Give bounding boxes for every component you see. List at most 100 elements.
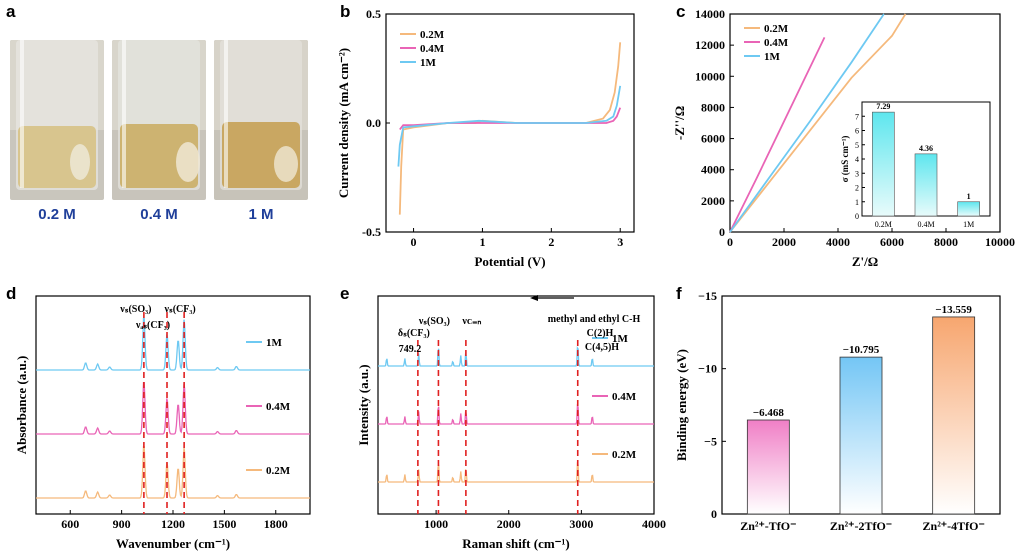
panel-letter-a: a — [6, 2, 16, 21]
chart-b-xtick-label: 2 — [548, 235, 554, 249]
panel-letter-c: c — [676, 2, 686, 21]
chart-d-annotation: νₐₛ(CF₃) — [135, 320, 170, 331]
chart-c-ytick-label: 10000 — [695, 69, 725, 83]
vial-label-1: 0.4 M — [140, 206, 178, 223]
chart-e-xtick-label: 4000 — [642, 517, 666, 531]
chart-c-xtick-label: 2000 — [772, 235, 796, 249]
chart-f-ytick-label: 0 — [711, 507, 717, 521]
chart-e-annotation: δₛ(CF₃) — [398, 328, 430, 339]
panel-letter-d: d — [6, 284, 17, 303]
chart-f-ytick-label: −10 — [698, 362, 717, 376]
chart-f-bar — [839, 356, 883, 515]
chart-d-legend-label: 1M — [266, 337, 283, 349]
chart-e-xtick-label: 1000 — [424, 517, 448, 531]
chart-d-annotation: νₛ(CF₃) — [164, 304, 196, 315]
chart-b-legend-label: 1M — [420, 57, 437, 69]
chart-b-xlabel: Potential (V) — [474, 254, 545, 269]
chart-d-xlabel: Wavenumber (cm⁻¹) — [116, 536, 230, 551]
chart-d-ylabel: Absorbance (a.u.) — [14, 356, 29, 455]
chart-e-series-0.2M — [378, 462, 654, 483]
panel-letter-b: b — [340, 2, 351, 21]
chart-c-inset-value-label: 4.36 — [919, 144, 933, 153]
chart-c-inset-ylabel: σ (mS cm⁻¹) — [840, 136, 850, 183]
chart-b-xtick-label: 3 — [617, 235, 623, 249]
chart-e-frame — [377, 295, 655, 515]
chart-e-annotation: C(4,5)H — [585, 342, 619, 353]
chart-e-annotation: νₛ(SO₃) — [418, 316, 450, 327]
chart-f-ytick-label: −15 — [698, 289, 717, 303]
chart-c-series-0.2M — [729, 13, 907, 233]
chart-c-xlabel: Z'/Ω — [852, 254, 878, 269]
vial-label-2: 1 M — [248, 206, 274, 223]
chart-c-inset-ytick-label: 1 — [855, 198, 859, 207]
chart-d-xtick-label: 900 — [113, 517, 131, 531]
vial-photo-2 — [214, 40, 308, 200]
chart-c-ytick-label: 2000 — [701, 194, 725, 208]
chart-c-inset-ytick-label: 0 — [855, 212, 859, 221]
chart-c-inset-ytick-label: 2 — [855, 184, 859, 193]
chart-c-series-1M — [729, 13, 885, 233]
chart-c-inset-ytick-label: 5 — [855, 141, 859, 150]
chart-c-inset-ytick-label: 6 — [855, 127, 859, 136]
chart-e-series-0.4M — [378, 404, 654, 425]
chart-e-xtick-label: 2000 — [497, 517, 521, 531]
chart-f-value-label: −13.559 — [935, 304, 972, 316]
chart-f-category-label: Zn²⁺-4TfO⁻ — [923, 519, 985, 533]
chart-f-category-label: Zn²⁺-2TfO⁻ — [830, 519, 892, 533]
chart-d-xtick-label: 1500 — [212, 517, 236, 531]
chart-c-inset-bar — [872, 111, 895, 217]
chart-c-xtick-label: 4000 — [826, 235, 850, 249]
chart-c-ytick-label: 14000 — [695, 7, 725, 21]
chart-c-ylabel: -Z''/Ω — [672, 106, 687, 140]
chart-e-legend-label: 0.2M — [612, 449, 637, 461]
chart-f-bar — [932, 316, 976, 515]
chart-c-inset-category-label: 0.4M — [917, 220, 934, 229]
chart-f-bar — [746, 419, 790, 515]
chart-c-inset-bar — [914, 153, 938, 217]
panel-letter-e: e — [340, 284, 350, 303]
chart-d-xtick-label: 1200 — [161, 517, 185, 531]
chart-e-legend-label: 1M — [612, 333, 629, 345]
chart-e-legend-label: 0.4M — [612, 391, 637, 403]
chart-d-xtick-label: 1800 — [264, 517, 288, 531]
panel-letter-f: f — [676, 284, 682, 303]
chart-b-ytick-label: 0.0 — [366, 116, 381, 130]
vial-2-drawing — [214, 40, 308, 200]
chart-c-inset-value-label: 1 — [967, 192, 971, 201]
vial-0-drawing — [10, 40, 104, 200]
chart-c-inset-ytick-label: 7 — [855, 112, 859, 121]
chart-f-ytick-label: −5 — [704, 434, 717, 448]
chart-b-ylabel: Current density (mA cm⁻²) — [336, 48, 351, 198]
chart-c-ytick-label: 8000 — [701, 100, 725, 114]
chart-d-series-1M — [36, 317, 310, 371]
vial-1-drawing — [112, 40, 206, 200]
chart-c-ytick-label: 0 — [719, 225, 725, 239]
chart-e-annotation: 749.2 — [399, 344, 422, 355]
chart-b-xtick-label: 1 — [479, 235, 485, 249]
chart-b-series-0.4M — [399, 107, 622, 131]
chart-e-ylabel: Intensity (a.u.) — [356, 364, 371, 445]
chart-b-legend-label: 0.2M — [420, 29, 445, 41]
vial-photo-0 — [10, 40, 104, 200]
chart-c-inset-ytick-label: 4 — [855, 155, 859, 164]
chart-c-inset-ytick-label: 3 — [855, 169, 859, 178]
chart-e-annotation: C(2)H — [587, 328, 614, 339]
vial-photo-1 — [112, 40, 206, 200]
chart-c-legend-label: 0.4M — [764, 37, 789, 49]
vial-label-0: 0.2 M — [38, 206, 76, 223]
chart-f-category-label: Zn²⁺-TfO⁻ — [740, 519, 796, 533]
chart-b-ytick-label: 0.5 — [366, 7, 381, 21]
chart-c-inset-category-label: 0.2M — [875, 220, 892, 229]
chart-b-ytick-label: -0.5 — [362, 225, 381, 239]
chart-e-arrow-icon — [530, 295, 538, 301]
chart-c-xtick-label: 0 — [727, 235, 733, 249]
chart-d-annotation: νₛ(SO₃) — [119, 304, 151, 315]
chart-c-frame — [729, 13, 1001, 233]
chart-c-inset-category-label: 1M — [963, 220, 974, 229]
chart-d-series-0.2M — [36, 445, 310, 499]
chart-e-series-1M — [378, 346, 654, 367]
chart-e-xlabel: Raman shift (cm⁻¹) — [462, 536, 570, 551]
chart-c-ytick-label: 4000 — [701, 163, 725, 177]
chart-c-inset-value-label: 7.29 — [876, 102, 890, 111]
